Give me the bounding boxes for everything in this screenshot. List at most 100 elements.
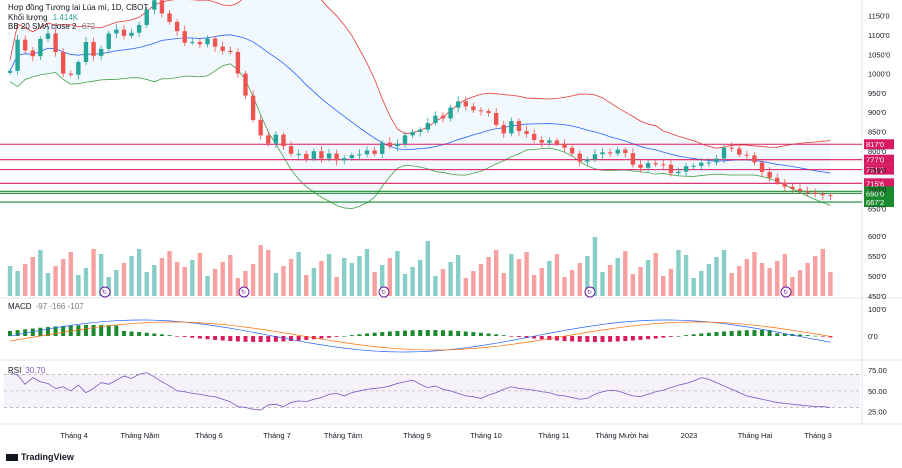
price-tick-label: 1100'0 [868,31,890,40]
candle-body [342,158,347,161]
macd-histogram-bar [403,330,408,336]
volume-bar [752,252,757,296]
macd-tick-label: 0'0 [868,332,878,341]
volume-bar [22,264,28,296]
candle-body [83,41,89,63]
macd-histogram-bar [372,332,377,336]
macd-histogram-bar [577,336,582,342]
candle-body [114,29,119,34]
macd-histogram-bar [820,336,825,337]
macd-histogram-bar [91,325,96,336]
macd-histogram-bar [737,330,742,336]
candle-body [706,162,712,164]
candle-body [281,134,286,147]
volume-bar [661,276,666,296]
bollinger-middle-line [9,34,831,174]
macd-histogram-bar [486,333,491,336]
candle-body [516,121,522,132]
macd-histogram-bar [235,336,240,342]
candle-body [615,149,620,154]
volume-bar [775,261,780,296]
volume-bar [387,258,393,296]
macd-histogram-bar [691,334,696,336]
bollinger-lower-line [9,63,831,210]
volume-value: 1.414K [52,13,79,22]
macd-histogram-bar [342,335,347,337]
macd-histogram-bar [608,336,613,342]
candle-body [159,0,165,14]
macd-histogram-bar [570,336,575,342]
candle-body [448,107,453,119]
x-axis-label: Tháng 4 [60,431,88,440]
x-axis-label: Tháng Năm [120,431,159,440]
volume-bar [425,241,430,296]
rsi-tick-label: 50.00 [868,387,887,396]
volume-bar [455,255,461,296]
macd-histogram-bar [53,326,58,336]
candle-body [531,133,537,140]
macd-histogram-bar [456,330,461,336]
macd-histogram-bar [494,334,499,336]
volume-bar [577,263,582,296]
candle-body [569,147,575,154]
macd-histogram-bar [243,336,248,342]
x-axis-label: Tháng Tám [324,431,362,440]
volume-legend: Khối lượng 1.414K [8,13,78,22]
candle-body [714,158,719,163]
x-axis-label: Tháng Hai [738,431,773,440]
candle-body [250,95,256,120]
volume-bar [114,270,119,296]
volume-bar [91,249,96,296]
macd-histogram-bar [706,332,711,336]
price-tick-label: 650'0 [868,205,886,214]
candle-body [319,151,324,159]
macd-histogram-bar [699,333,704,336]
candle-body [273,134,279,144]
level-tag [864,164,894,175]
candle-body [380,142,385,154]
price-tick-label: 1150'0 [868,12,890,21]
candle-body [577,153,582,162]
macd-histogram-bar [798,334,803,336]
volume-bar [38,250,43,296]
volume-bar [607,265,613,296]
volume-bar [729,273,734,296]
candle-body [53,33,58,52]
macd-histogram-bar [175,336,180,337]
volume-bar [699,271,704,296]
candle-body [630,153,636,165]
candle-body [547,140,552,143]
price-tick-label: 950'0 [868,89,886,98]
candle-body [638,164,643,168]
volume-bar [471,271,476,296]
macd-histogram-bar [167,335,172,336]
candle-body [395,143,400,147]
volume-bar [380,265,385,296]
volume-bar [121,263,127,296]
volume-bar [410,267,415,296]
volume-bar [349,263,355,296]
tradingview-logo[interactable]: TradingView [6,452,74,462]
macd-histogram-bar [478,332,483,336]
candle-body [471,106,476,111]
candle-body [820,194,826,196]
candle-body [668,164,674,174]
macd-histogram-bar [23,329,28,336]
volume-bar [516,259,522,296]
volume-bar [463,278,468,296]
candle-body [121,29,127,36]
candle-body [7,70,13,73]
candle-body [775,177,780,183]
macd-histogram-bar [395,330,400,336]
macd-signal-line [9,321,831,351]
volume-bar [273,273,279,296]
candle-body [562,143,567,148]
candle-body [45,33,51,39]
volume-bar [15,271,20,296]
candle-body [759,162,765,173]
event-marker-glyph: ↻ [783,289,788,296]
candle-body [288,146,294,154]
rsi-tick-label: 75.00 [868,366,887,375]
volume-bar [668,269,674,296]
candle-body [197,41,203,45]
